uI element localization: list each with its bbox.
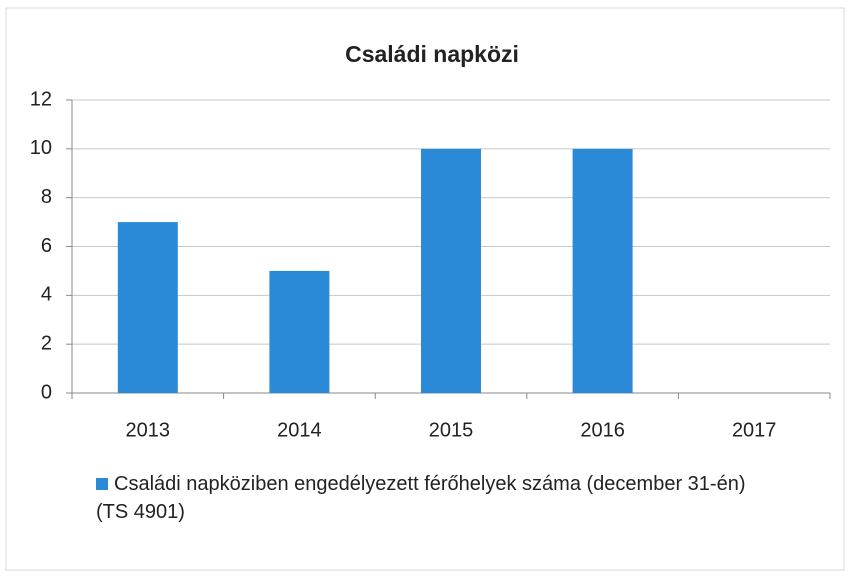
bar bbox=[117, 222, 178, 393]
x-tick-label: 2016 bbox=[580, 419, 625, 441]
y-tick-label: 12 bbox=[30, 88, 52, 110]
y-tick-label: 6 bbox=[41, 235, 52, 257]
legend: Családi napköziben engedélyezett férőhel… bbox=[96, 470, 816, 526]
y-tick-label: 2 bbox=[41, 332, 52, 354]
x-tick-label: 2015 bbox=[429, 419, 474, 441]
legend-swatch bbox=[96, 478, 108, 490]
bar bbox=[421, 148, 481, 393]
bar bbox=[269, 270, 330, 393]
y-tick-label: 8 bbox=[41, 186, 52, 208]
legend-label: Családi napköziben engedélyezett férőhel… bbox=[96, 473, 746, 523]
y-tick-label: 10 bbox=[30, 137, 52, 159]
x-tick-label: 2013 bbox=[126, 419, 171, 441]
bar bbox=[572, 148, 633, 393]
chart-frame bbox=[5, 7, 845, 571]
chart-title: Családi napközi bbox=[345, 41, 519, 67]
y-tick-label: 4 bbox=[41, 284, 52, 306]
x-tick-label: 2017 bbox=[732, 419, 777, 441]
y-tick-label: 0 bbox=[41, 381, 52, 403]
x-tick-label: 2014 bbox=[277, 419, 322, 441]
